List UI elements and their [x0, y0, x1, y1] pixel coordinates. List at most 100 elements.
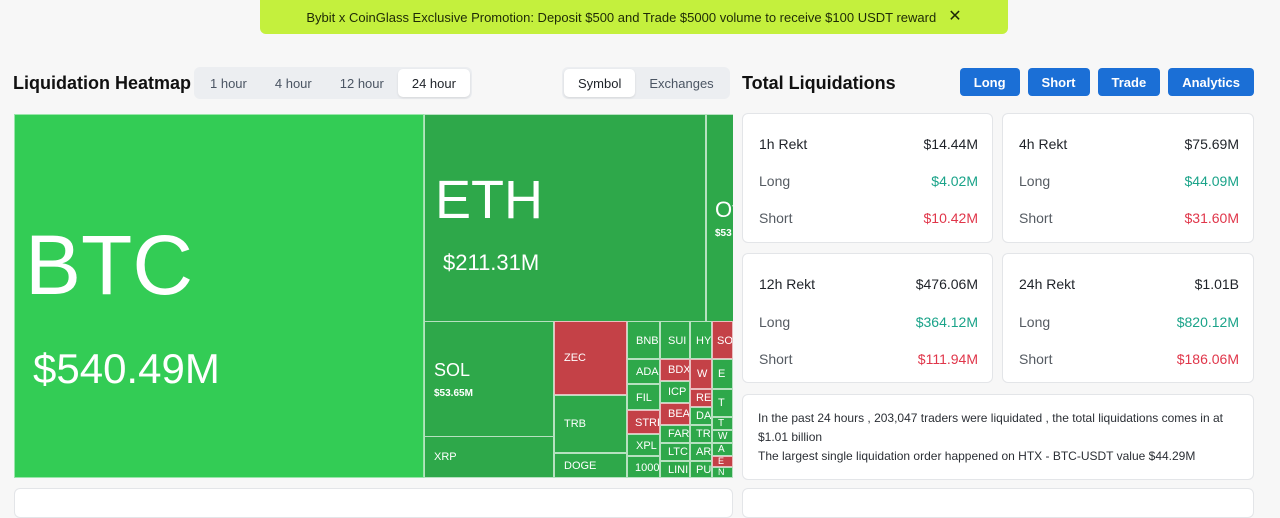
treemap-cell-doge[interactable]: DOGE — [554, 453, 627, 478]
cell-symbol: ZEC — [564, 352, 586, 364]
card-label: 12h Rekt — [759, 276, 816, 292]
cell-symbol: Ot — [715, 197, 733, 222]
cell-symbol: FAR — [668, 428, 690, 440]
rekt-card-24h: 24h Rekt $1.01B Long $820.12M Short $186.06… — [1002, 253, 1254, 383]
cell-symbol: TRB — [564, 418, 586, 430]
treemap-cell-ltc[interactable]: LTC — [660, 443, 690, 461]
short-label: Short — [759, 351, 793, 367]
rekt-card-4h: 4h Rekt $75.69M Long $44.09M Short $31.60M — [1002, 113, 1254, 243]
treemap-cell-w[interactable]: W — [690, 359, 712, 389]
card-total: $476.06M — [915, 276, 978, 292]
cell-symbol: STRK — [635, 417, 659, 429]
cell-symbol: SOL — [434, 360, 471, 380]
treemap-cell-res[interactable]: RES — [690, 389, 712, 407]
cell-symbol: XRP — [434, 451, 457, 463]
cell-symbol: XPL — [636, 440, 657, 452]
cell-symbol: DA — [696, 410, 712, 422]
treemap-cell-t[interactable]: T — [712, 389, 733, 417]
treemap-cell-pu[interactable]: PU — [690, 461, 712, 478]
analytics-button[interactable]: Analytics — [1168, 68, 1254, 96]
cell-symbol: BTC — [25, 218, 193, 312]
cell-symbol: 1000 — [635, 462, 660, 474]
tab-12-hour[interactable]: 12 hour — [339, 75, 384, 91]
short-label: Short — [1019, 210, 1053, 226]
treemap-cell-n[interactable]: N — [712, 467, 733, 478]
treemap-cell-bdx[interactable]: BDX — [660, 359, 690, 381]
cell-symbol: PU — [696, 464, 712, 476]
cell-symbol: LTC — [668, 446, 688, 458]
treemap-cell-tru[interactable]: TRU — [690, 425, 712, 443]
trade-button[interactable]: Trade — [1097, 68, 1161, 96]
treemap-cell-beat[interactable]: BEA — [660, 403, 690, 425]
treemap-cell-da[interactable]: DA — [690, 407, 712, 425]
long-label: Long — [759, 173, 791, 189]
tab-1-hour[interactable]: 1 hour — [210, 75, 247, 91]
long-value: $44.09M — [1184, 173, 1239, 189]
cell-value: $53 — [715, 228, 732, 239]
short-value: $186.06M — [1176, 351, 1239, 367]
cell-value: $53.65M — [434, 388, 473, 399]
cell-symbol: E — [718, 456, 725, 466]
long-label: Long — [759, 314, 791, 330]
treemap-cell-eth[interactable]: ETH $211.31M — [424, 114, 706, 322]
treemap-cell-other[interactable]: Ot $53 — [706, 114, 733, 322]
treemap-cell-icp[interactable]: ICP — [660, 381, 690, 403]
treemap-cell-far[interactable]: FAR — [660, 425, 690, 443]
promo-banner-text[interactable]: Bybit x CoinGlass Exclusive Promotion: D… — [306, 9, 937, 25]
treemap-cell-xrp[interactable]: XRP — [424, 436, 554, 478]
treemap-cell-trb[interactable]: TRB — [554, 395, 627, 453]
cell-symbol: BEA — [668, 408, 690, 420]
tab-symbol[interactable]: Symbol — [564, 69, 636, 97]
treemap-cell-bnb[interactable]: BNB — [627, 321, 660, 359]
tab-4-hour[interactable]: 4 hour — [274, 75, 312, 91]
action-buttons: Long Short Trade Analytics — [959, 68, 1254, 96]
treemap-cell-sol[interactable]: SOL $53.65M — [424, 321, 554, 437]
cell-symbol: T — [718, 397, 725, 409]
treemap-cell-xpl[interactable]: XPL — [627, 434, 660, 456]
card-total: $1.01B — [1194, 276, 1239, 292]
cell-symbol: W — [697, 368, 708, 380]
treemap-cell-t2[interactable]: T — [712, 417, 733, 430]
heatmap-title: Liquidation Heatmap — [13, 73, 192, 93]
treemap-cell-sui[interactable]: SUI — [660, 321, 690, 359]
cell-symbol: T — [718, 418, 725, 429]
treemap-cell-btc[interactable]: BTC $540.49M — [14, 114, 424, 478]
rekt-card-12h: 12h Rekt $476.06M Long $364.12M Short $111.… — [742, 253, 993, 383]
treemap-cell-hy[interactable]: HY — [690, 321, 712, 359]
treemap-cell-e[interactable]: E — [712, 359, 733, 389]
treemap-cell-ada[interactable]: ADA — [627, 359, 660, 384]
treemap-cell-w2[interactable]: W — [712, 430, 733, 443]
cell-symbol: SO — [717, 335, 733, 347]
cell-symbol: SUI — [668, 335, 687, 347]
total-liquidations-title: Total Liquidations — [742, 73, 896, 93]
treemap-cell-ar[interactable]: ARI — [690, 443, 712, 461]
short-value: $31.60M — [1184, 210, 1239, 226]
treemap-cell-fil[interactable]: FIL — [627, 384, 660, 410]
short-label: Short — [1019, 351, 1053, 367]
cell-symbol: HY — [696, 335, 712, 347]
treemap-cell-zec[interactable]: ZEC — [554, 321, 627, 395]
cell-symbol: BDX — [668, 364, 690, 376]
long-label: Long — [1019, 173, 1051, 189]
treemap-cell-lini[interactable]: LINI — [660, 461, 690, 478]
treemap-cell-so[interactable]: SO — [712, 321, 733, 359]
treemap-cell-a[interactable]: A — [712, 443, 733, 456]
tab-24-hour[interactable]: 24 hour — [397, 69, 470, 97]
long-value: $364.12M — [915, 314, 978, 330]
long-button[interactable]: Long — [959, 68, 1020, 96]
treemap-cell-strk[interactable]: STRK — [627, 410, 660, 434]
close-icon[interactable]: ✕ — [948, 8, 962, 25]
time-range-tabs: 1 hour 4 hour 12 hour 24 hour — [194, 67, 472, 99]
card-total: $14.44M — [923, 136, 978, 152]
short-label: Short — [759, 210, 793, 226]
tab-exchanges[interactable]: Exchanges — [649, 75, 714, 91]
rekt-card-1h: 1h Rekt $14.44M Long $4.02M Short $10.42M — [742, 113, 993, 243]
long-value: $820.12M — [1176, 314, 1239, 330]
treemap-cell-e2[interactable]: E — [712, 456, 733, 467]
long-label: Long — [1019, 314, 1051, 330]
cell-symbol: LINI — [668, 464, 689, 476]
liquidation-summary: In the past 24 hours , 203,047 traders w… — [742, 394, 1254, 480]
short-button[interactable]: Short — [1027, 68, 1090, 96]
treemap-cell-1000[interactable]: 1000 — [627, 456, 660, 478]
promo-banner[interactable]: Bybit x CoinGlass Exclusive Promotion: D… — [260, 0, 1008, 34]
